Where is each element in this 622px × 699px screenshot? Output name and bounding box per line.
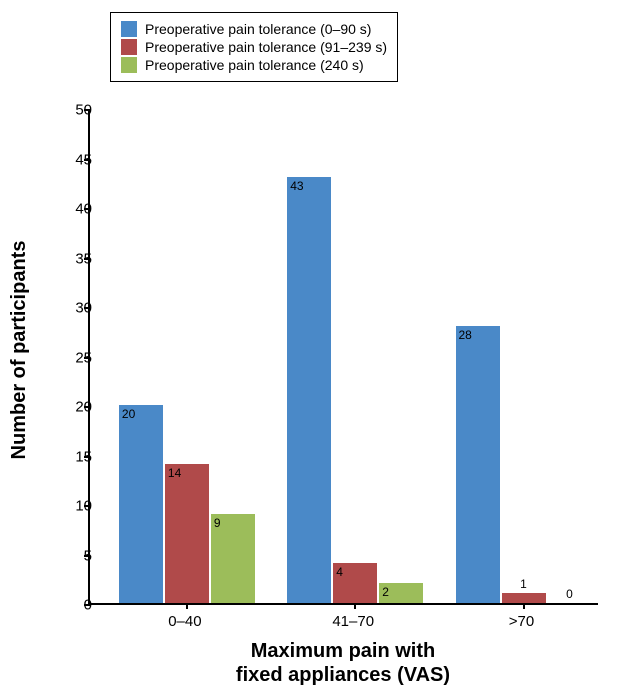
legend: Preoperative pain tolerance (0–90 s) Pre… bbox=[110, 12, 398, 82]
bar-value-label: 28 bbox=[459, 328, 497, 342]
y-tick-label: 20 bbox=[42, 399, 92, 416]
bar-value-label: 14 bbox=[168, 466, 206, 480]
bar-value-label: 1 bbox=[502, 577, 546, 591]
bar-value-label: 43 bbox=[290, 179, 328, 193]
x-tick-mark bbox=[354, 603, 356, 609]
y-tick-label: 15 bbox=[42, 448, 92, 465]
legend-label-1: Preoperative pain tolerance (91–239 s) bbox=[145, 39, 387, 55]
y-tick-label: 25 bbox=[42, 349, 92, 366]
legend-swatch-0 bbox=[121, 21, 137, 37]
y-axis-label: Number of participants bbox=[8, 241, 31, 460]
legend-item-2: Preoperative pain tolerance (240 s) bbox=[121, 57, 387, 73]
chart-container: Preoperative pain tolerance (0–90 s) Pre… bbox=[0, 0, 622, 699]
legend-swatch-1 bbox=[121, 39, 137, 55]
legend-swatch-2 bbox=[121, 57, 137, 73]
y-tick-label: 45 bbox=[42, 151, 92, 168]
x-tick-mark bbox=[523, 603, 525, 609]
plot-area: 20 14 9 43 42 28 10 bbox=[88, 110, 598, 605]
legend-item-1: Preoperative pain tolerance (91–239 s) bbox=[121, 39, 387, 55]
bar bbox=[165, 464, 209, 603]
bar-value-label: 2 bbox=[382, 585, 420, 599]
y-tick-label: 30 bbox=[42, 300, 92, 317]
bar bbox=[287, 177, 331, 603]
bar-value-label: 9 bbox=[214, 516, 252, 530]
bar-value-label: 20 bbox=[122, 407, 160, 421]
legend-item-0: Preoperative pain tolerance (0–90 s) bbox=[121, 21, 387, 37]
x-tick-label: 0–40 bbox=[168, 613, 201, 630]
y-tick-label: 0 bbox=[42, 597, 92, 614]
x-axis-label-line1: Maximum pain with bbox=[251, 640, 435, 662]
x-tick-mark bbox=[186, 603, 188, 609]
x-axis-label-line2: fixed appliances (VAS) bbox=[236, 664, 450, 686]
x-tick-label: 41–70 bbox=[332, 613, 374, 630]
y-tick-label: 40 bbox=[42, 201, 92, 218]
bars-layer: 20 14 9 43 42 28 10 bbox=[90, 110, 598, 603]
legend-label-2: Preoperative pain tolerance (240 s) bbox=[145, 57, 364, 73]
bar bbox=[119, 405, 163, 603]
x-axis-label: Maximum pain with fixed appliances (VAS) bbox=[88, 639, 598, 687]
y-tick-label: 10 bbox=[42, 498, 92, 515]
y-tick-label: 50 bbox=[42, 102, 92, 119]
y-tick-label: 35 bbox=[42, 250, 92, 267]
bar bbox=[502, 593, 546, 603]
bar-value-label: 4 bbox=[336, 565, 374, 579]
bar bbox=[456, 326, 500, 603]
x-tick-label: >70 bbox=[509, 613, 534, 630]
y-tick-label: 5 bbox=[42, 547, 92, 564]
bar-value-label: 0 bbox=[548, 587, 592, 601]
legend-label-0: Preoperative pain tolerance (0–90 s) bbox=[145, 21, 371, 37]
